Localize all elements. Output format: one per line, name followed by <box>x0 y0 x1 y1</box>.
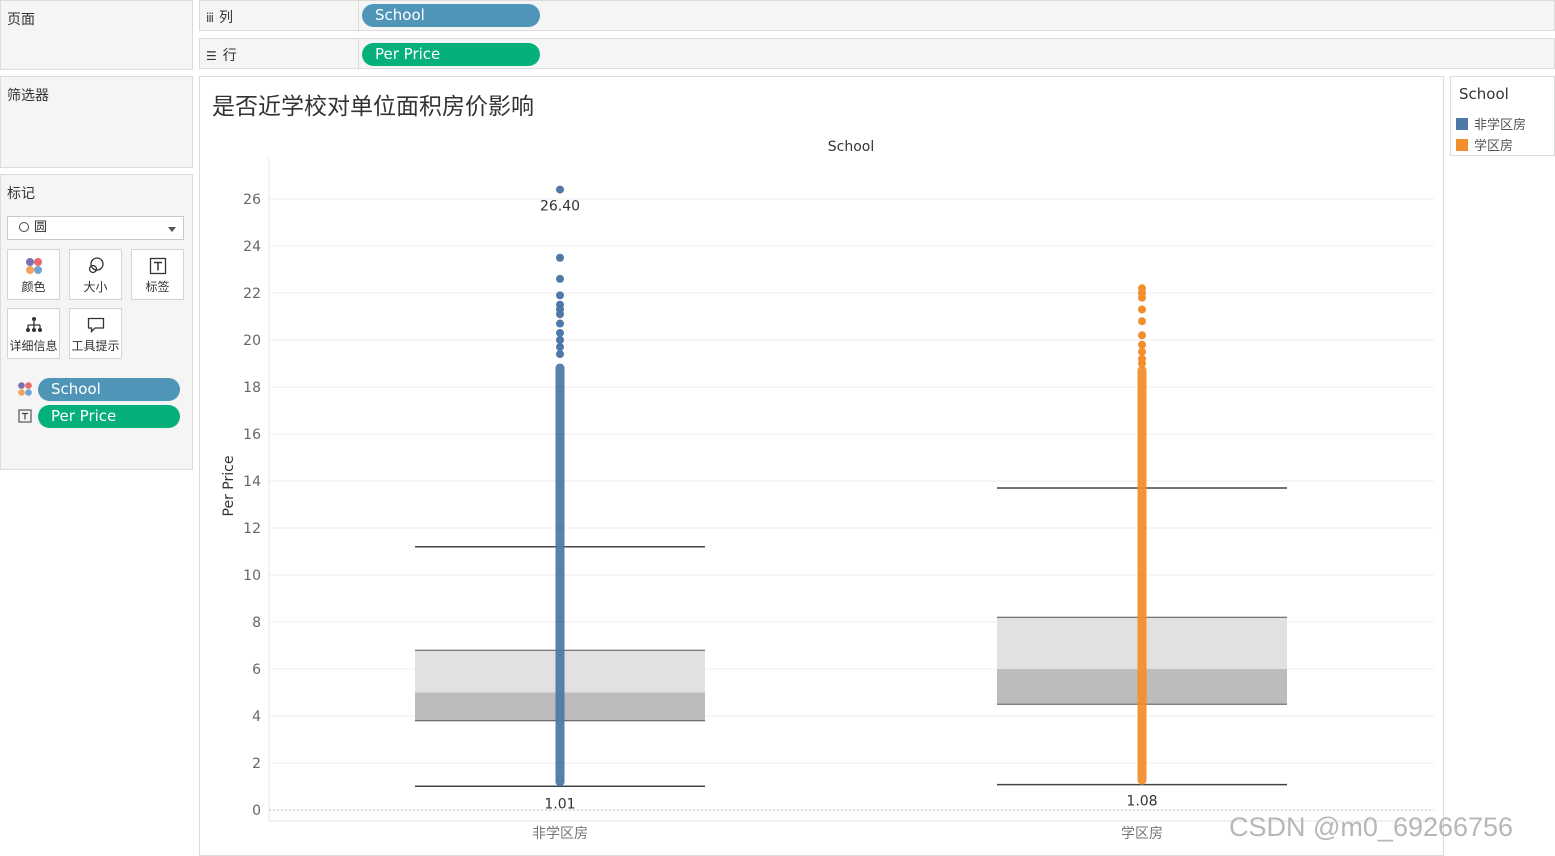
data-point <box>1138 317 1146 326</box>
column-header: School <box>828 139 874 155</box>
size-button[interactable]: 大小 <box>69 249 122 300</box>
data-point <box>1138 347 1146 356</box>
tooltip-button-label: 工具提示 <box>71 339 120 353</box>
y-tick-label: 4 <box>252 709 261 725</box>
detail-button-label: 详细信息 <box>9 339 58 353</box>
pages-shelf[interactable]: 页面 <box>0 0 193 70</box>
data-point <box>556 328 564 337</box>
mark-type-value: 圆 <box>34 220 48 235</box>
legend-title: School <box>1459 85 1509 103</box>
filters-shelf-label: 筛选器 <box>7 88 49 104</box>
legend-item-non-school[interactable]: 非学区房 <box>1456 114 1526 133</box>
x-tick-label: 学区房 <box>1121 826 1163 842</box>
rows-shelf-label: ☰ 行 <box>206 48 237 64</box>
size-button-label: 大小 <box>83 280 108 294</box>
legend-swatch-non-school <box>1456 118 1468 130</box>
mark-type-dropdown[interactable]: 圆 <box>7 216 184 240</box>
rows-shelf[interactable]: ☰ 行 Per Price <box>199 38 1555 70</box>
detail-hierarchy-icon <box>25 317 42 332</box>
data-point <box>1138 331 1146 340</box>
y-tick-label: 16 <box>243 427 261 443</box>
marks-field-per-price[interactable]: Per Price <box>38 405 180 428</box>
legend-item-school[interactable]: 学区房 <box>1456 135 1513 154</box>
x-tick-label: 非学区房 <box>532 826 588 842</box>
y-tick-label: 2 <box>252 756 261 772</box>
label-field-icon <box>18 409 32 423</box>
data-point <box>1138 340 1146 349</box>
data-point-max <box>556 185 564 194</box>
chart-title: 是否近学校对单位面积房价影响 <box>212 94 534 120</box>
data-point <box>1138 293 1146 302</box>
size-icon <box>88 257 104 274</box>
columns-icon: iii <box>206 11 214 25</box>
text-label-icon <box>149 257 166 275</box>
filters-shelf[interactable]: 筛选器 <box>0 76 193 168</box>
rows-pill-per-price[interactable]: Per Price <box>362 43 540 66</box>
y-tick-label: 26 <box>243 192 261 208</box>
y-tick-label: 18 <box>243 380 261 396</box>
y-tick-label: 20 <box>243 333 261 349</box>
color-button-label: 颜色 <box>21 280 46 294</box>
y-tick-label: 24 <box>243 239 261 255</box>
label-button[interactable]: 标签 <box>131 249 184 300</box>
data-point <box>556 310 564 319</box>
columns-shelf-label: iii 列 <box>206 10 234 26</box>
data-label-min: 1.01 <box>544 796 575 812</box>
marks-field-school[interactable]: School <box>38 378 180 401</box>
columns-shelf[interactable]: iii 列 School <box>199 0 1555 32</box>
data-point <box>556 253 564 262</box>
y-tick-label: 14 <box>243 474 261 490</box>
y-tick-label: 0 <box>252 803 261 819</box>
data-point-max <box>1138 284 1146 293</box>
marks-card-title: 标记 <box>7 186 35 202</box>
rows-icon: ☰ <box>206 49 217 63</box>
data-label-min: 1.08 <box>1126 794 1157 810</box>
data-point <box>556 350 564 359</box>
data-point <box>556 343 564 352</box>
data-point <box>556 319 564 328</box>
data-point <box>1138 359 1146 368</box>
data-point <box>556 274 564 283</box>
y-tick-label: 8 <box>252 615 261 631</box>
data-point <box>556 291 564 300</box>
y-axis-label: Per Price <box>221 456 237 517</box>
label-button-label: 标签 <box>145 280 170 294</box>
data-label-max: 26.40 <box>540 199 580 215</box>
pages-shelf-label: 页面 <box>7 12 35 28</box>
chart-view[interactable] <box>199 76 1444 856</box>
legend-swatch-school <box>1456 139 1468 151</box>
y-tick-label: 12 <box>243 521 261 537</box>
y-tick-label: 10 <box>243 568 261 584</box>
data-points-band <box>555 363 565 787</box>
detail-button[interactable]: 详细信息 <box>7 308 60 359</box>
data-point <box>1138 305 1146 314</box>
watermark: CSDN @m0_69266756 <box>1229 812 1514 842</box>
boxplot-chart[interactable]: 是否近学校对单位面积房价影响School02468101214161820222… <box>199 76 1444 856</box>
data-point <box>556 336 564 344</box>
color-palette-icon <box>25 258 42 274</box>
circle-mark-icon <box>19 222 29 232</box>
y-tick-label: 22 <box>243 286 261 302</box>
color-button[interactable]: 颜色 <box>7 249 60 300</box>
color-field-icon <box>18 382 32 396</box>
dropdown-arrow-icon <box>168 227 176 232</box>
y-tick-label: 6 <box>252 662 261 678</box>
tooltip-icon <box>87 317 104 334</box>
columns-pill-school[interactable]: School <box>362 4 540 27</box>
tooltip-button[interactable]: 工具提示 <box>69 308 122 359</box>
data-points-band <box>1137 365 1147 785</box>
school-legend[interactable]: School 非学区房 学区房 <box>1450 76 1555 156</box>
